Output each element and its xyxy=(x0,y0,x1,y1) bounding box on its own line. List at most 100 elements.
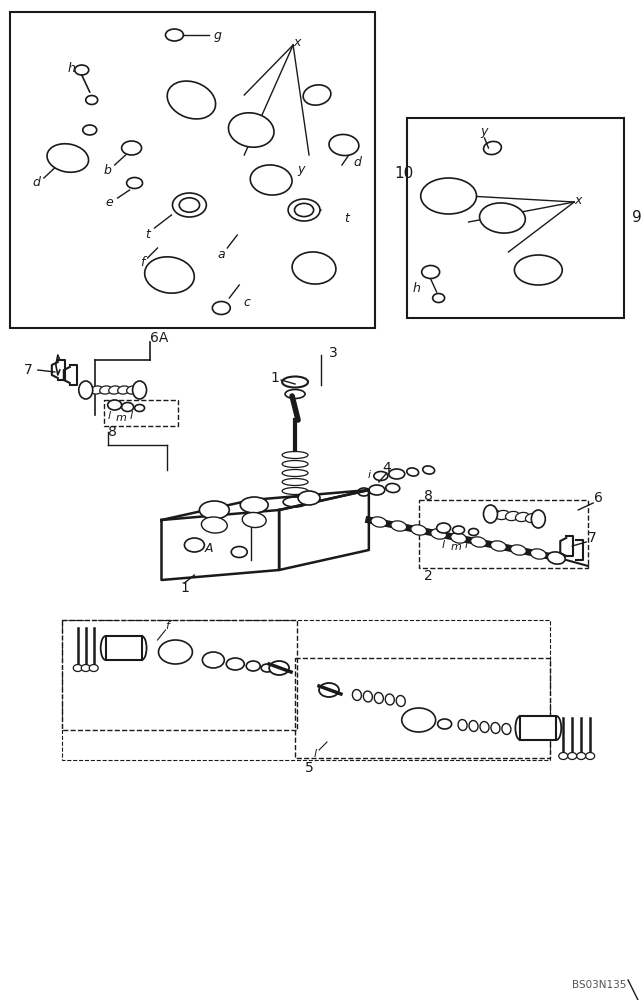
Ellipse shape xyxy=(422,265,440,278)
Ellipse shape xyxy=(396,696,405,706)
Ellipse shape xyxy=(526,718,531,738)
Ellipse shape xyxy=(551,716,562,740)
Ellipse shape xyxy=(285,389,305,398)
Ellipse shape xyxy=(229,113,274,147)
Ellipse shape xyxy=(469,721,478,731)
Ellipse shape xyxy=(531,718,537,738)
Ellipse shape xyxy=(292,252,336,284)
Ellipse shape xyxy=(480,203,526,233)
Ellipse shape xyxy=(246,661,260,671)
Text: 10: 10 xyxy=(395,166,414,182)
Ellipse shape xyxy=(122,638,129,658)
Text: f: f xyxy=(166,621,169,631)
Ellipse shape xyxy=(135,404,144,412)
Ellipse shape xyxy=(91,386,102,394)
Text: c: c xyxy=(244,296,251,308)
Ellipse shape xyxy=(506,511,519,521)
Bar xyxy=(295,658,550,758)
Text: d: d xyxy=(32,176,40,190)
Ellipse shape xyxy=(363,691,372,702)
Ellipse shape xyxy=(515,716,526,740)
Ellipse shape xyxy=(200,501,229,519)
Ellipse shape xyxy=(491,723,500,733)
Ellipse shape xyxy=(484,141,502,155)
Ellipse shape xyxy=(329,134,359,156)
Ellipse shape xyxy=(108,400,122,410)
Ellipse shape xyxy=(240,497,268,513)
Ellipse shape xyxy=(369,485,385,495)
Text: 7: 7 xyxy=(24,363,32,377)
Text: l: l xyxy=(108,411,111,421)
Text: 3: 3 xyxy=(329,346,337,360)
Text: 8: 8 xyxy=(108,425,117,439)
Ellipse shape xyxy=(261,664,273,672)
Ellipse shape xyxy=(288,199,320,221)
Bar xyxy=(10,12,375,328)
Ellipse shape xyxy=(73,664,82,672)
Ellipse shape xyxy=(82,125,97,135)
Ellipse shape xyxy=(502,724,511,734)
Text: BS03N135: BS03N135 xyxy=(573,980,627,990)
Ellipse shape xyxy=(242,512,266,528)
Ellipse shape xyxy=(526,513,539,523)
Text: 5: 5 xyxy=(305,761,314,775)
Ellipse shape xyxy=(111,638,117,658)
Ellipse shape xyxy=(451,533,466,543)
Ellipse shape xyxy=(352,690,361,700)
Ellipse shape xyxy=(547,552,565,564)
Text: l: l xyxy=(465,540,468,550)
Ellipse shape xyxy=(282,452,308,458)
Text: b: b xyxy=(104,163,111,176)
Ellipse shape xyxy=(122,141,142,155)
Ellipse shape xyxy=(422,466,435,474)
Text: 4: 4 xyxy=(383,461,391,475)
Ellipse shape xyxy=(294,203,314,217)
Text: l: l xyxy=(442,540,445,550)
Bar xyxy=(62,620,297,730)
Text: m: m xyxy=(450,542,461,552)
Ellipse shape xyxy=(282,376,308,387)
Text: 1: 1 xyxy=(270,371,279,385)
Ellipse shape xyxy=(374,472,388,481)
Text: l: l xyxy=(130,411,133,421)
Bar xyxy=(62,620,550,760)
Ellipse shape xyxy=(298,491,320,505)
Bar xyxy=(104,400,178,426)
Bar xyxy=(407,118,624,318)
Ellipse shape xyxy=(166,29,184,41)
Ellipse shape xyxy=(86,96,98,104)
Ellipse shape xyxy=(484,505,497,523)
Ellipse shape xyxy=(137,636,147,660)
Ellipse shape xyxy=(515,255,562,285)
Ellipse shape xyxy=(82,386,93,394)
Ellipse shape xyxy=(158,640,193,664)
Text: a: a xyxy=(218,247,225,260)
Ellipse shape xyxy=(282,488,308,494)
Text: l: l xyxy=(314,749,317,759)
Ellipse shape xyxy=(411,525,426,535)
Text: A: A xyxy=(205,542,214,554)
Text: i: i xyxy=(367,470,370,480)
Ellipse shape xyxy=(511,545,526,555)
Ellipse shape xyxy=(303,85,331,105)
Ellipse shape xyxy=(437,523,451,533)
Ellipse shape xyxy=(537,718,544,738)
Ellipse shape xyxy=(495,510,509,520)
Text: 6: 6 xyxy=(594,491,603,505)
Text: e: e xyxy=(106,196,113,210)
Ellipse shape xyxy=(202,517,227,533)
Text: 1: 1 xyxy=(180,581,189,595)
Ellipse shape xyxy=(105,638,111,658)
Text: x: x xyxy=(574,194,582,207)
Text: 2: 2 xyxy=(424,569,433,583)
Text: d: d xyxy=(353,155,361,168)
Ellipse shape xyxy=(127,386,138,394)
Ellipse shape xyxy=(173,193,206,217)
Ellipse shape xyxy=(127,178,142,188)
Ellipse shape xyxy=(81,664,90,672)
Ellipse shape xyxy=(519,718,526,738)
Ellipse shape xyxy=(431,529,446,539)
Ellipse shape xyxy=(386,483,400,493)
Ellipse shape xyxy=(184,538,204,552)
Ellipse shape xyxy=(145,257,194,293)
